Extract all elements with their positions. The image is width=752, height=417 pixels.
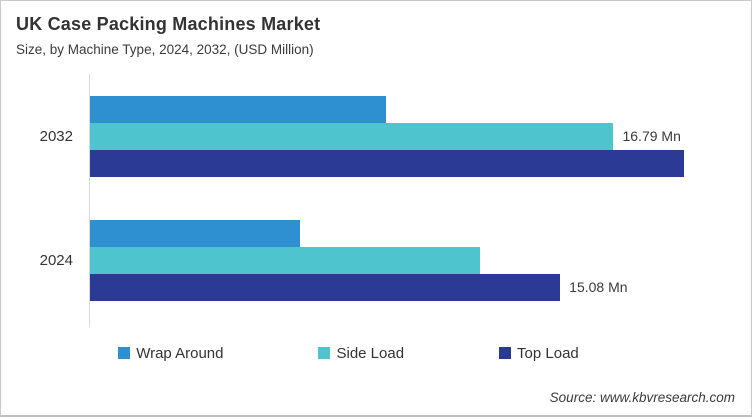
page-title: UK Case Packing Machines Market [16,14,321,34]
plot-area: 2032 16.79 Mn 2024 15.08 Mn [1,73,751,327]
bar-top-load-2032 [90,149,684,177]
legend-swatch-top-load [499,347,512,360]
bar-row-side-load-2032: 16.79 Mn [90,122,751,150]
value-label-top-load-2024: 15.08 Mn [569,279,628,296]
y-axis-line [89,73,90,327]
chart-header: UK Case Packing Machines Market Size, by… [1,1,751,58]
bar-wrap-around-2032 [90,95,387,123]
bar-row-side-load-2024 [90,246,751,274]
legend: Wrap Around Side Load Top Load [1,345,751,362]
bars-2024: 15.08 Mn [90,219,751,301]
legend-item-wrap-around: Wrap Around [118,345,223,362]
bar-row-wrap-around-2024 [90,219,751,247]
legend-item-top-load: Top Load [499,345,579,362]
bar-top-load-2024 [90,273,561,301]
bar-group-2024: 2024 15.08 Mn [1,219,751,301]
bar-side-load-2024 [90,246,481,274]
source-text: Source: www.kbvresearch.com [549,390,735,405]
value-label-side-load-2032: 16.79 Mn [622,128,681,145]
bar-row-top-load-2024: 15.08 Mn [90,273,751,301]
legend-swatch-wrap-around [118,347,131,360]
legend-label-top-load: Top Load [517,344,579,362]
legend-swatch-side-load [318,347,331,360]
legend-label-wrap-around: Wrap Around [136,344,224,362]
bar-wrap-around-2024 [90,219,301,247]
page-subtitle: Size, by Machine Type, 2024, 2032, (USD … [16,41,314,57]
category-label-2024: 2024 [39,251,73,269]
legend-item-side-load: Side Load [318,345,404,362]
bars-2032: 16.79 Mn [90,95,751,177]
category-label-2032: 2032 [39,127,73,145]
bar-row-top-load-2032 [90,149,751,177]
bar-row-wrap-around-2032 [90,95,751,123]
bar-group-2032: 2032 16.79 Mn [1,95,751,177]
bar-side-load-2032 [90,122,614,150]
legend-label-side-load: Side Load [336,344,405,362]
